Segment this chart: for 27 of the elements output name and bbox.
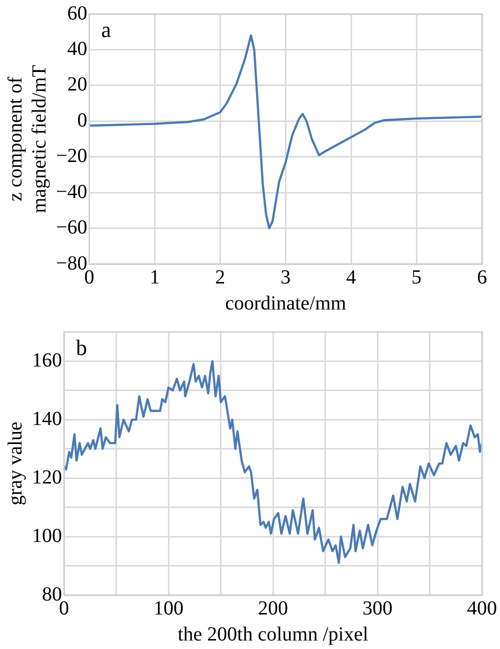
annotation: a — [101, 16, 112, 42]
x-axis-title: the 200th column /pixel — [178, 623, 369, 646]
y-tick-label: −40 — [56, 180, 88, 203]
x-tick-label: 200 — [258, 597, 288, 620]
y-axis-title: z component of magnetic field/mT — [4, 64, 50, 214]
x-tick-label: 4 — [346, 266, 356, 288]
x-tick-label: 3 — [280, 266, 291, 288]
y-tick-label: 40 — [67, 38, 88, 60]
y-tick-label: 20 — [67, 74, 88, 96]
x-tick-label: 400 — [467, 597, 497, 620]
y-tick-label: −20 — [56, 145, 88, 168]
y-tick-label: 140 — [32, 408, 62, 430]
y-tick-label: −60 — [56, 216, 88, 239]
x-tick-label: 1 — [150, 266, 160, 288]
x-tick-label: 100 — [154, 597, 184, 620]
y-tick-label: 0 — [77, 109, 88, 132]
x-tick-label: 2 — [215, 266, 226, 288]
y-tick-label: 60 — [67, 2, 88, 24]
x-tick-label: 6 — [477, 266, 487, 288]
y-tick-label: 100 — [32, 524, 62, 547]
y-tick-label: 160 — [32, 349, 62, 372]
x-tick-label: 300 — [362, 597, 392, 620]
x-axis-title: coordinate/mm — [225, 292, 347, 314]
y-tick-label: 120 — [32, 466, 62, 488]
y-axis-title: gray value — [4, 421, 26, 506]
x-tick-label: 5 — [412, 266, 422, 288]
annotation: b — [76, 334, 87, 360]
